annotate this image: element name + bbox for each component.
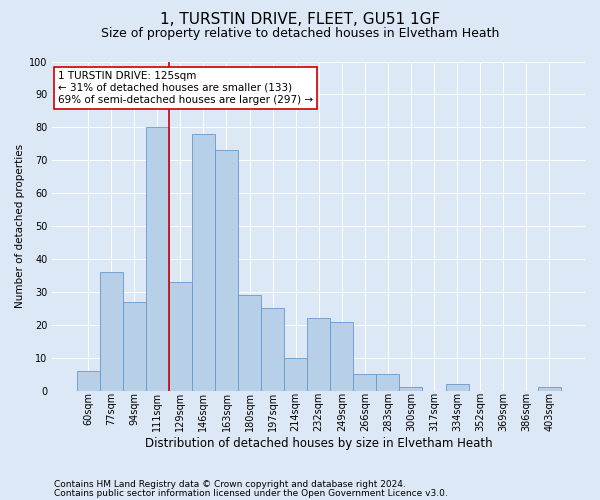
Y-axis label: Number of detached properties: Number of detached properties (15, 144, 25, 308)
Bar (77, 371, 100, 390)
Bar (284, 358, 307, 390)
Bar (538, 388, 561, 390)
Bar (446, 384, 469, 390)
Bar (353, 374, 376, 390)
Bar (330, 322, 353, 390)
Text: 1 TURSTIN DRIVE: 125sqm
← 31% of detached houses are smaller (133)
69% of semi-d: 1 TURSTIN DRIVE: 125sqm ← 31% of detache… (58, 72, 313, 104)
Bar (307, 318, 330, 390)
Bar (215, 150, 238, 390)
Bar (123, 302, 146, 390)
X-axis label: Distribution of detached houses by size in Elvetham Heath: Distribution of detached houses by size … (145, 437, 493, 450)
Bar (376, 374, 400, 390)
Bar (400, 388, 422, 390)
Bar (238, 295, 261, 390)
Text: Size of property relative to detached houses in Elvetham Heath: Size of property relative to detached ho… (101, 28, 499, 40)
Text: Contains HM Land Registry data © Crown copyright and database right 2024.: Contains HM Land Registry data © Crown c… (54, 480, 406, 489)
Bar (169, 282, 192, 391)
Bar (100, 272, 123, 390)
Bar (261, 308, 284, 390)
Bar (146, 128, 169, 390)
Text: 1, TURSTIN DRIVE, FLEET, GU51 1GF: 1, TURSTIN DRIVE, FLEET, GU51 1GF (160, 12, 440, 28)
Bar (192, 134, 215, 390)
Text: Contains public sector information licensed under the Open Government Licence v3: Contains public sector information licen… (54, 488, 448, 498)
